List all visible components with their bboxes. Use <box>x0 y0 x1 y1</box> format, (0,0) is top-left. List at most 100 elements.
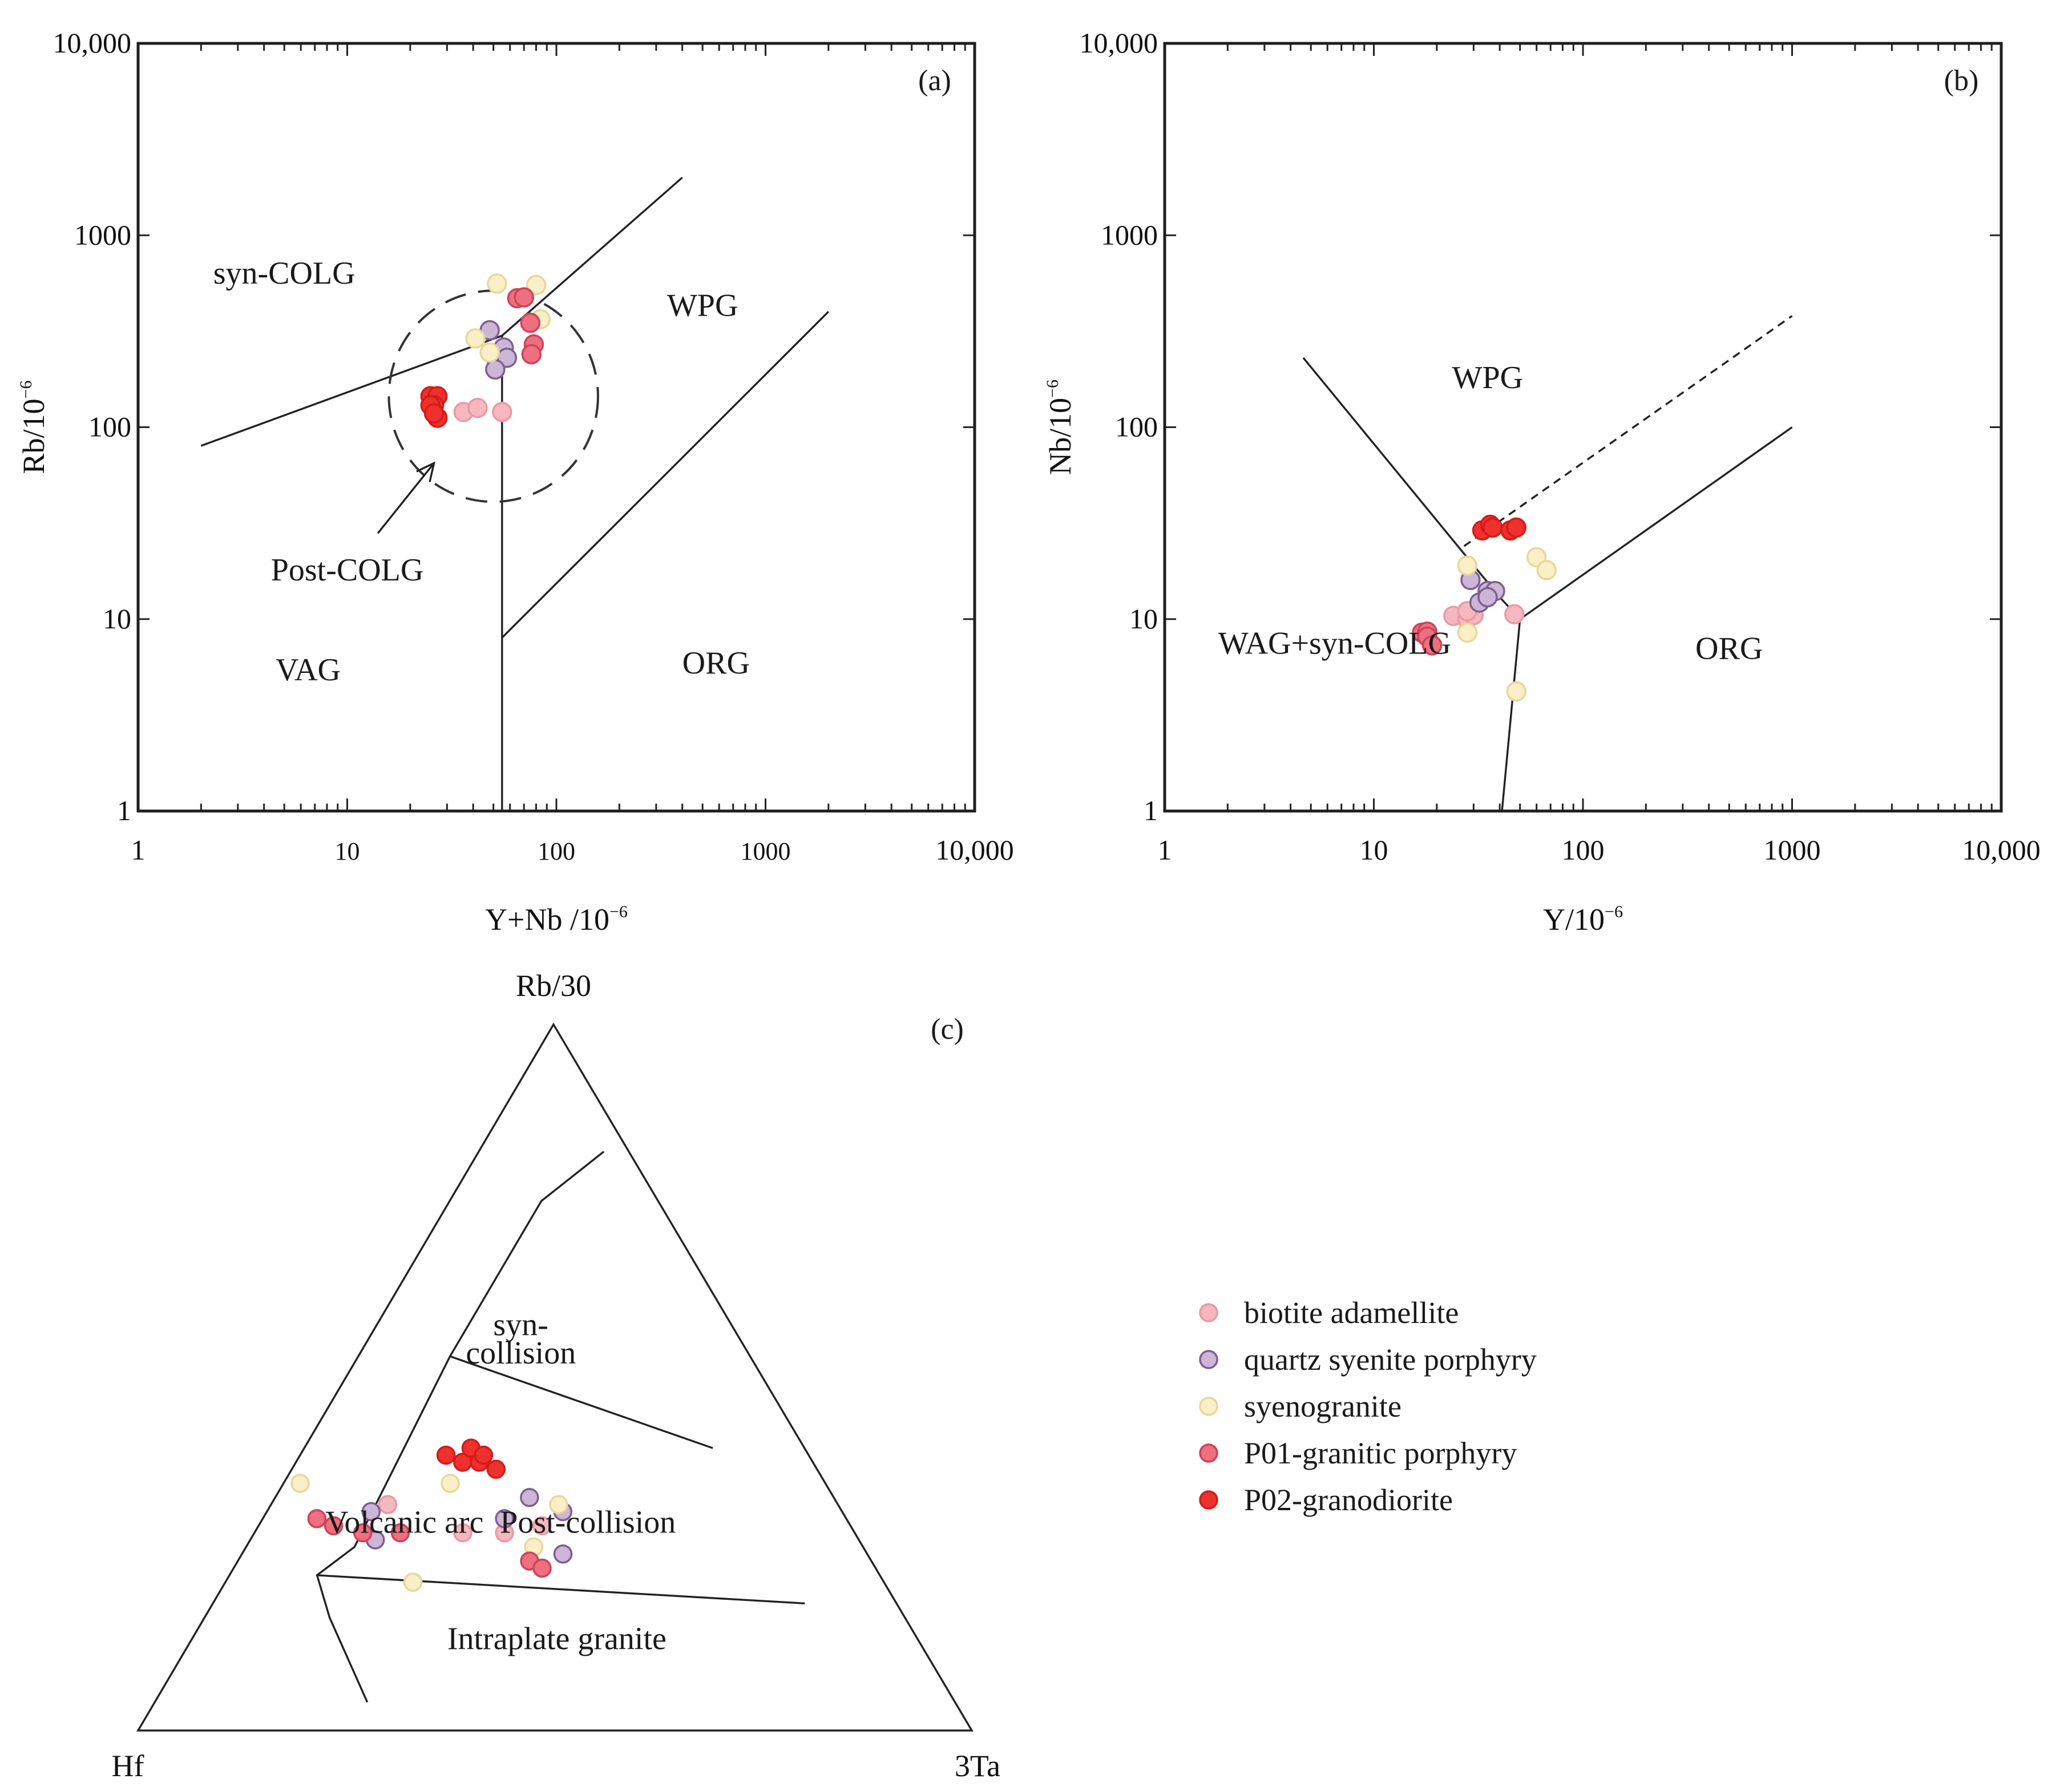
data-point-a <box>467 398 488 418</box>
region-label-c: syn- <box>493 1307 548 1342</box>
vertex-label-right: 3Ta <box>955 1749 1000 1783</box>
x-tick-label-a: 1000 <box>741 837 791 865</box>
data-point-a <box>520 312 540 333</box>
x-axis-label-b: Y/10−6 <box>1543 902 1623 937</box>
data-point-b <box>1504 604 1525 624</box>
frame-b <box>1163 42 2003 813</box>
data-point-a <box>465 328 486 349</box>
data-point-c <box>441 1474 460 1493</box>
y-tick-label-a: 10 <box>103 603 131 635</box>
y-tick-label-b: 10,000 <box>1080 27 1158 59</box>
x-tick-label-a: 10,000 <box>935 834 1014 866</box>
data-point-b <box>1457 555 1478 576</box>
data-point-b <box>1536 560 1557 580</box>
data-point-c <box>353 1523 373 1543</box>
region-label-b: WPG <box>1452 360 1523 396</box>
x-tick-label-b: 10 <box>1360 834 1388 866</box>
data-point-a <box>487 273 507 294</box>
data-point-b <box>1506 517 1526 538</box>
legend-label: biotite adamellite <box>1244 1296 1459 1330</box>
annotation-arrow-shaft <box>377 462 435 534</box>
plot-b <box>1163 42 2003 813</box>
y-tick-label-b: 100 <box>1115 411 1158 443</box>
x-tick-label-a: 100 <box>538 837 575 865</box>
region-label-c: Intraplate granite <box>447 1621 667 1657</box>
y-tick-label-a: 100 <box>88 411 131 443</box>
legend-label: P01-granitic porphyry <box>1244 1436 1517 1470</box>
region-label-c: Volcanic arc <box>325 1505 483 1540</box>
data-point-c <box>324 1516 344 1536</box>
data-point-b <box>1482 517 1503 538</box>
data-point-c <box>532 1558 552 1578</box>
plot-c <box>136 1022 974 1732</box>
region-label-a: ORG <box>682 646 750 681</box>
panel-label-b: (b) <box>1944 64 1979 97</box>
legend-label: quartz syenite porphyry <box>1244 1342 1537 1377</box>
y-tick-label-a: 10,000 <box>53 27 132 59</box>
ternary-boundary <box>316 1151 605 1703</box>
y-tick-label-b: 1 <box>1144 794 1158 826</box>
frame-a <box>136 42 976 813</box>
data-point-a <box>423 403 445 424</box>
x-tick-label-b: 1000 <box>1764 834 1821 866</box>
region-label-b: WAG+syn-COLG <box>1218 626 1451 661</box>
data-point-a <box>485 359 506 380</box>
x-tick-label-a: 10 <box>335 837 360 865</box>
y-tick-label-a: 1000 <box>74 219 131 251</box>
data-point-c <box>495 1509 514 1528</box>
legend-label: P02-granodiorite <box>1244 1483 1453 1517</box>
data-point-c <box>486 1459 506 1479</box>
x-tick-label-b: 10,000 <box>1962 834 2041 866</box>
data-point-c <box>307 1509 327 1528</box>
legend-marker <box>1199 1303 1218 1322</box>
region-label-a: VAG <box>276 652 341 688</box>
region-label-c: Post-collision <box>500 1505 676 1540</box>
x-axis-label-a: Y+Nb /10−6 <box>485 902 628 937</box>
data-point-a <box>479 342 500 363</box>
data-point-c <box>520 1488 539 1507</box>
data-point-c <box>553 1544 573 1564</box>
legend-marker <box>1199 1490 1218 1510</box>
region-label-c: collision <box>466 1336 576 1371</box>
data-point-a <box>526 275 547 296</box>
x-tick-label-b: 1 <box>1158 834 1172 866</box>
data-point-c <box>390 1523 410 1543</box>
x-tick-label-a: 1 <box>131 834 146 866</box>
data-point-a <box>514 287 534 308</box>
data-point-b <box>1506 681 1526 702</box>
plot-a <box>136 42 976 813</box>
data-point-b <box>1457 622 1478 643</box>
region-label-b: ORG <box>1695 631 1763 667</box>
y-tick-label-a: 1 <box>117 794 131 826</box>
ternary-boundary <box>317 1574 805 1604</box>
legend-marker <box>1199 1350 1218 1369</box>
boundary-line-b <box>1463 315 1793 547</box>
legend-marker <box>1199 1443 1218 1463</box>
vertex-label-left: Hf <box>112 1749 144 1783</box>
y-tick-label-b: 1000 <box>1101 219 1158 251</box>
legend-marker <box>1199 1397 1218 1416</box>
data-point-b <box>1421 635 1443 656</box>
data-point-c <box>549 1495 568 1514</box>
data-point-c <box>532 1516 552 1536</box>
legend-label: syenogranite <box>1244 1389 1401 1423</box>
boundary-line-a <box>501 310 830 639</box>
vertex-label-top: Rb/30 <box>516 969 591 1003</box>
data-point-c <box>378 1495 398 1514</box>
data-point-c <box>453 1523 472 1543</box>
annotation-arrow-head <box>416 461 436 482</box>
data-point-c <box>290 1474 310 1493</box>
data-point-c <box>361 1502 381 1522</box>
y-tick-label-b: 10 <box>1129 603 1158 635</box>
boundary-line-b <box>1501 619 1521 812</box>
panel-label-a: (a) <box>918 64 951 97</box>
x-tick-label-b: 100 <box>1562 834 1605 866</box>
ternary-triangle <box>136 1022 974 1732</box>
legend <box>1199 1303 1218 1510</box>
ternary-boundary <box>450 1355 713 1449</box>
data-point-c <box>474 1445 494 1465</box>
data-point-a <box>521 344 542 365</box>
annotation-label-a: Post-COLG <box>271 552 424 588</box>
y-axis-label-b: Nb/10−6 <box>1043 380 1077 475</box>
